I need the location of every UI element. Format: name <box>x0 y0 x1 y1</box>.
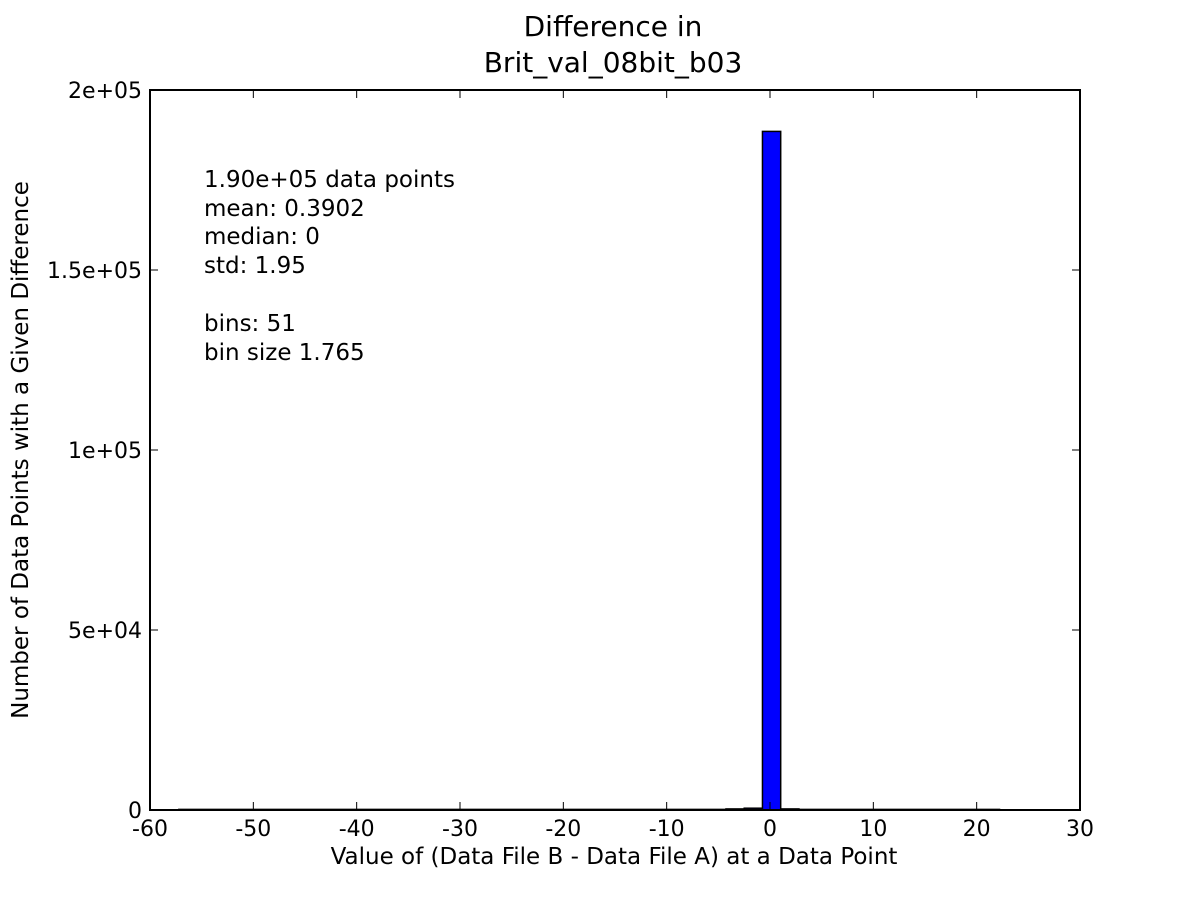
stats-annotation: 1.90e+05 data points mean: 0.3902 median… <box>204 167 455 366</box>
stats-bins: bins: 51 <box>204 311 296 337</box>
x-tick-label-7: 10 <box>859 817 887 842</box>
y-tick-label-3: 1.5e+05 <box>47 259 142 284</box>
x-tick-label-8: 20 <box>963 817 991 842</box>
x-tick-label-4: -20 <box>545 817 581 842</box>
stats-mean: mean: 0.3902 <box>204 196 365 222</box>
stats-median: median: 0 <box>204 224 320 250</box>
stats-std: std: 1.95 <box>204 253 306 279</box>
y-tick-label-1: 5e+04 <box>68 619 142 644</box>
chart-title-line-2: Brit_val_08bit_b03 <box>484 46 743 79</box>
stats-bin-size: bin size 1.765 <box>204 340 365 366</box>
stats-data-points: 1.90e+05 data points <box>204 167 455 193</box>
x-tick-labels: -60 -50 -40 -30 -20 -10 0 10 20 30 <box>132 817 1094 842</box>
y-tick-labels: 0 5e+04 1e+05 1.5e+05 2e+05 <box>47 79 142 824</box>
histogram-bar-3 <box>761 130 782 811</box>
x-tick-label-9: 30 <box>1066 817 1094 842</box>
chart-title-line-1: Difference in <box>524 10 703 43</box>
y-tick-label-4: 2e+05 <box>68 79 142 104</box>
x-tick-label-3: -30 <box>442 817 478 842</box>
plot-frame <box>149 89 1081 811</box>
y-axis-label: Number of Data Points with a Given Diffe… <box>8 181 34 719</box>
y-tick-label-2: 1e+05 <box>68 439 142 464</box>
x-axis-label: Value of (Data File B - Data File A) at … <box>331 844 898 870</box>
x-tick-label-5: -10 <box>649 817 685 842</box>
x-tick-label-2: -40 <box>339 817 375 842</box>
x-tick-label-6: 0 <box>763 817 777 842</box>
x-tick-label-0: -60 <box>132 817 168 842</box>
y-tick-label-0: 0 <box>128 799 142 824</box>
x-tick-label-1: -50 <box>235 817 271 842</box>
